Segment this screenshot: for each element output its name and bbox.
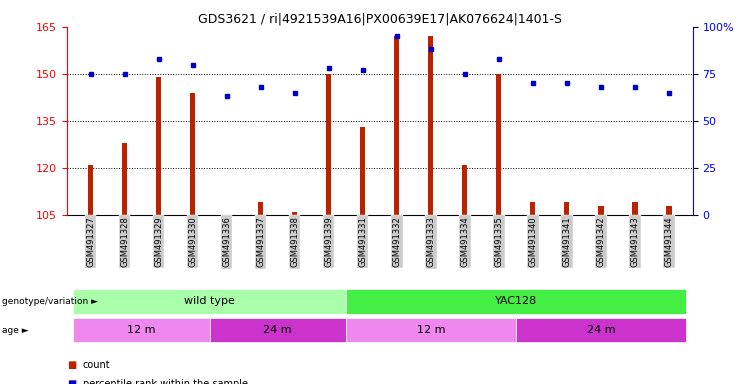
Text: GSM491330: GSM491330 [188, 217, 197, 267]
Bar [73, 318, 210, 343]
Text: GSM491344: GSM491344 [665, 217, 674, 267]
Text: GSM491342: GSM491342 [597, 217, 605, 267]
Bar [599, 205, 603, 215]
Bar [122, 143, 127, 215]
Text: GSM491328: GSM491328 [120, 217, 129, 267]
Text: GSM491327: GSM491327 [86, 217, 95, 267]
Bar [156, 77, 161, 215]
Bar [292, 212, 297, 215]
Text: count: count [83, 360, 110, 370]
Bar [516, 318, 686, 343]
Bar [428, 36, 433, 215]
Text: GSM491343: GSM491343 [631, 217, 639, 267]
Bar [210, 318, 346, 343]
Text: GSM491338: GSM491338 [290, 217, 299, 267]
Text: GSM491334: GSM491334 [460, 217, 469, 267]
Text: 24 m: 24 m [587, 325, 615, 335]
Text: GSM491340: GSM491340 [528, 217, 537, 267]
Bar [394, 36, 399, 215]
Bar [565, 202, 570, 215]
Text: GSM491341: GSM491341 [562, 217, 571, 267]
Text: YAC128: YAC128 [495, 296, 537, 306]
Text: GSM491332: GSM491332 [392, 217, 402, 267]
Text: GSM491336: GSM491336 [222, 217, 231, 267]
Bar [258, 202, 263, 215]
Bar [346, 290, 686, 313]
Text: ■: ■ [67, 360, 76, 370]
Bar [88, 165, 93, 215]
Text: ■: ■ [67, 379, 76, 384]
Bar [346, 318, 516, 343]
Text: GSM491333: GSM491333 [426, 217, 435, 267]
Text: age ►: age ► [2, 326, 29, 335]
Text: 12 m: 12 m [127, 325, 156, 335]
Bar [462, 165, 468, 215]
Bar [496, 74, 502, 215]
Text: wild type: wild type [185, 296, 235, 306]
Bar [73, 290, 346, 313]
Title: GDS3621 / ri|4921539A16|PX00639E17|AK076624|1401-S: GDS3621 / ri|4921539A16|PX00639E17|AK076… [198, 13, 562, 26]
Bar [531, 202, 536, 215]
Text: genotype/variation ►: genotype/variation ► [2, 297, 99, 306]
Text: GSM491339: GSM491339 [325, 217, 333, 267]
Text: GSM491331: GSM491331 [358, 217, 368, 267]
Text: 24 m: 24 m [263, 325, 292, 335]
Text: 12 m: 12 m [416, 325, 445, 335]
Text: GSM491329: GSM491329 [154, 217, 163, 267]
Text: GSM491337: GSM491337 [256, 217, 265, 267]
Text: percentile rank within the sample: percentile rank within the sample [83, 379, 248, 384]
Bar [360, 127, 365, 215]
Bar [190, 93, 195, 215]
Bar [666, 205, 671, 215]
Text: GSM491335: GSM491335 [494, 217, 503, 267]
Bar [326, 74, 331, 215]
Bar [632, 202, 637, 215]
